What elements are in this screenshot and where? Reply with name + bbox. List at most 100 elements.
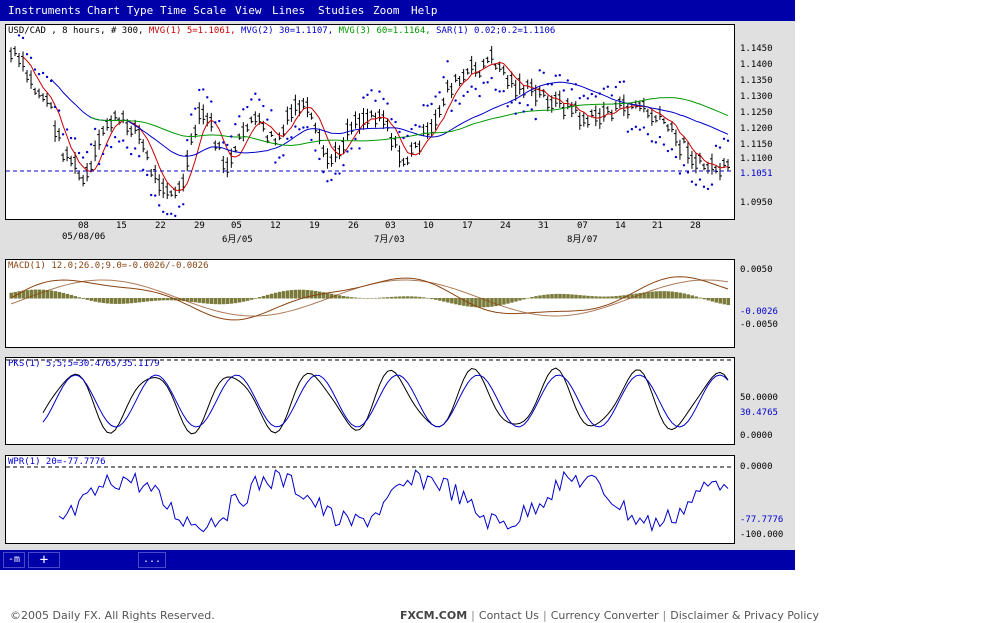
sar-dot	[154, 194, 157, 197]
x-tick: 31	[538, 221, 549, 231]
macd-histogram-bar	[482, 298, 486, 308]
wpr-panel[interactable]: WPR(1) 20=-77.7776 0.0000 -77.7776 -100.…	[5, 455, 783, 544]
x-date: 05/08/06	[62, 232, 106, 242]
sar-dot	[486, 81, 489, 84]
macd-histogram-bar	[205, 298, 210, 304]
macd-histogram-bar	[133, 298, 138, 303]
menu-lines[interactable]: Lines	[272, 4, 306, 17]
menu-studies[interactable]: Studies	[318, 4, 365, 17]
sar-dot	[186, 138, 189, 142]
sar-dot	[446, 60, 449, 63]
menu-time-scale[interactable]: Time Scale	[160, 4, 227, 17]
sar-dot	[554, 74, 557, 77]
macd-histogram-bar	[93, 298, 98, 302]
sar-dot	[93, 127, 97, 131]
macd-histogram-bar	[530, 296, 534, 299]
y-tick: 0.0000	[740, 462, 773, 472]
sar-dot	[662, 143, 666, 146]
menu-view[interactable]: View	[235, 4, 262, 17]
sar-dot	[510, 101, 513, 104]
sar-dot	[610, 94, 614, 97]
sar-dot	[698, 178, 702, 181]
sar-dot	[426, 104, 429, 107]
price-chart	[6, 34, 734, 218]
sar-dot	[466, 90, 469, 94]
menu-chart-type[interactable]: Chart Type	[87, 4, 154, 17]
sar-dot	[422, 104, 425, 107]
macd-histogram-bar	[81, 298, 86, 299]
menu-help[interactable]: Help	[411, 4, 438, 17]
price-panel-title: USD/CAD , 8 hours, # 300, MVG(1) 5=1.106…	[8, 26, 555, 36]
macd-histogram-bar	[61, 292, 66, 299]
sar-dot	[578, 96, 581, 100]
macd-histogram-bar	[73, 296, 78, 299]
fxcm-link[interactable]: FXCM.COM	[400, 609, 468, 622]
sar-dot	[382, 97, 385, 101]
sar-dot	[590, 92, 594, 96]
sar-dot	[262, 104, 265, 108]
zoom-tool-button[interactable]: -m	[3, 552, 25, 568]
sar-dot	[170, 212, 173, 215]
sar-dot	[73, 137, 77, 140]
sar-dot	[658, 135, 662, 139]
wpr-title: WPR(1) 20=-77.7776	[8, 457, 106, 467]
contact-us-link[interactable]: Contact Us	[478, 609, 539, 622]
sar-dot	[342, 164, 345, 167]
sar-dot	[238, 115, 241, 118]
more-tool-button[interactable]: ...	[138, 552, 166, 568]
menu-zoom[interactable]: Zoom	[373, 4, 400, 17]
sar-dot	[117, 140, 121, 143]
sar-dot	[298, 128, 301, 131]
sar-dot	[129, 152, 133, 156]
sar-dot	[162, 210, 165, 214]
x-tick: 10	[423, 221, 434, 231]
macd-histogram-bar	[157, 298, 162, 301]
sar-dot	[630, 127, 634, 131]
macd-histogram-bar	[514, 298, 518, 302]
sar-dot	[686, 171, 690, 174]
macd-histogram-bar	[422, 297, 426, 299]
sar-dot	[334, 172, 337, 175]
x-tick: 08	[78, 221, 89, 231]
macd-histogram-bar	[301, 289, 306, 299]
sar-dot	[678, 172, 682, 175]
macd-histogram-bar	[85, 298, 90, 300]
crosshair-tool-button[interactable]: +	[28, 552, 60, 568]
macd-panel[interactable]: MACD(1) 12.0;26.0;9.0=-0.0026/-0.0026 0.…	[5, 259, 778, 348]
macd-histogram-bar	[101, 298, 106, 304]
sar-dot	[526, 103, 529, 107]
x-tick: 15	[116, 221, 127, 231]
sar-dot	[462, 94, 465, 98]
macd-histogram-bar	[578, 295, 582, 299]
macd-histogram-bar	[309, 290, 314, 299]
sar-dot	[278, 156, 281, 159]
macd-histogram-bar	[510, 298, 514, 303]
disclaimer-link[interactable]: Disclaimer & Privacy Policy	[670, 609, 819, 622]
sar-dot	[614, 85, 618, 89]
macd-histogram-bar	[245, 298, 250, 301]
macd-histogram-bar	[570, 294, 574, 299]
x-date: 8月/07	[567, 235, 598, 245]
chart-area: USD/CAD , 8 hours, # 300, MVG(1) 5=1.106…	[0, 21, 795, 550]
macd-histogram-bar	[149, 298, 154, 302]
sar-dot	[85, 150, 89, 154]
sar-dot	[53, 105, 57, 109]
sar-dot	[726, 139, 730, 142]
sar-dot	[494, 88, 497, 91]
sar-dot	[81, 156, 85, 159]
sar-dot	[406, 134, 409, 138]
macd-histogram-bar	[710, 298, 714, 302]
x-tick: 05	[231, 221, 242, 231]
pks-panel[interactable]: PKS(1) 5;5;5=30.4765/35.1179 50.0000 30.…	[5, 357, 778, 445]
sar-dot	[322, 170, 325, 174]
sar-dot	[542, 71, 545, 74]
currency-converter-link[interactable]: Currency Converter	[550, 609, 659, 622]
price-panel[interactable]: USD/CAD , 8 hours, # 300, MVG(1) 5=1.106…	[5, 24, 773, 220]
sar-dot	[246, 105, 249, 109]
sar-dot	[546, 82, 549, 86]
sar-dot	[646, 133, 650, 136]
macd-histogram-bar	[25, 290, 30, 299]
sar-dot	[145, 173, 149, 177]
macd-histogram-bar	[285, 290, 290, 299]
menu-instruments[interactable]: Instruments	[8, 4, 81, 17]
